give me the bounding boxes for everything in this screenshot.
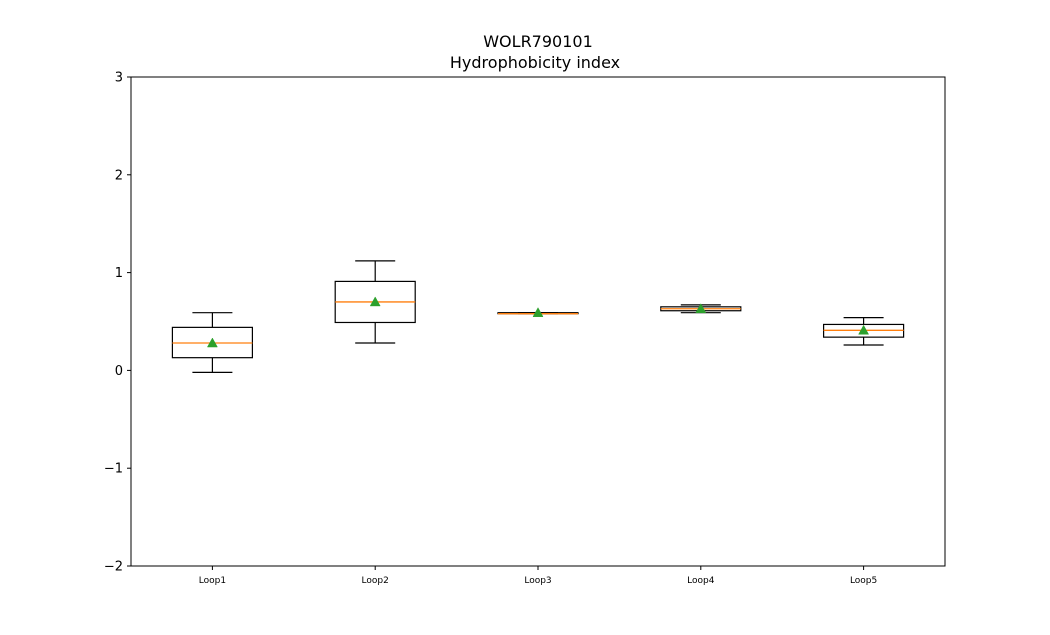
x-axis: Loop1 Loop2 Loop3 Loop4 Loop5	[199, 566, 877, 586]
box-group-loop1	[171, 312, 253, 373]
plot-area-frame	[130, 76, 946, 567]
chart-subtitle: Hydrophobicity index	[450, 53, 620, 72]
mean-marker	[858, 324, 870, 335]
chart-title: WOLR790101	[483, 32, 593, 51]
y-tick-label: 2	[115, 168, 123, 183]
box-group-loop5	[822, 316, 905, 346]
y-tick-label: 0	[115, 364, 123, 379]
box-group-loop4	[660, 303, 742, 314]
mean-marker	[206, 337, 218, 348]
mean-marker	[532, 307, 544, 317]
y-tick-label: −1	[104, 462, 123, 477]
y-tick-label: 1	[115, 266, 123, 281]
mean-marker	[695, 303, 707, 314]
box-group-loop3	[497, 307, 579, 317]
x-tick-label: Loop3	[524, 576, 551, 586]
mean-marker	[369, 296, 381, 307]
x-tick-label: Loop4	[687, 576, 715, 586]
x-tick-label: Loop2	[362, 576, 389, 586]
boxes-layer	[171, 260, 905, 373]
y-tick-label: 3	[115, 71, 123, 86]
x-tick-label: Loop1	[199, 576, 226, 586]
x-tick-label: Loop5	[850, 576, 877, 586]
y-axis: −2 −1 0 1 2 3	[104, 71, 131, 575]
box-group-loop2	[334, 260, 416, 344]
y-tick-label: −2	[104, 560, 123, 575]
